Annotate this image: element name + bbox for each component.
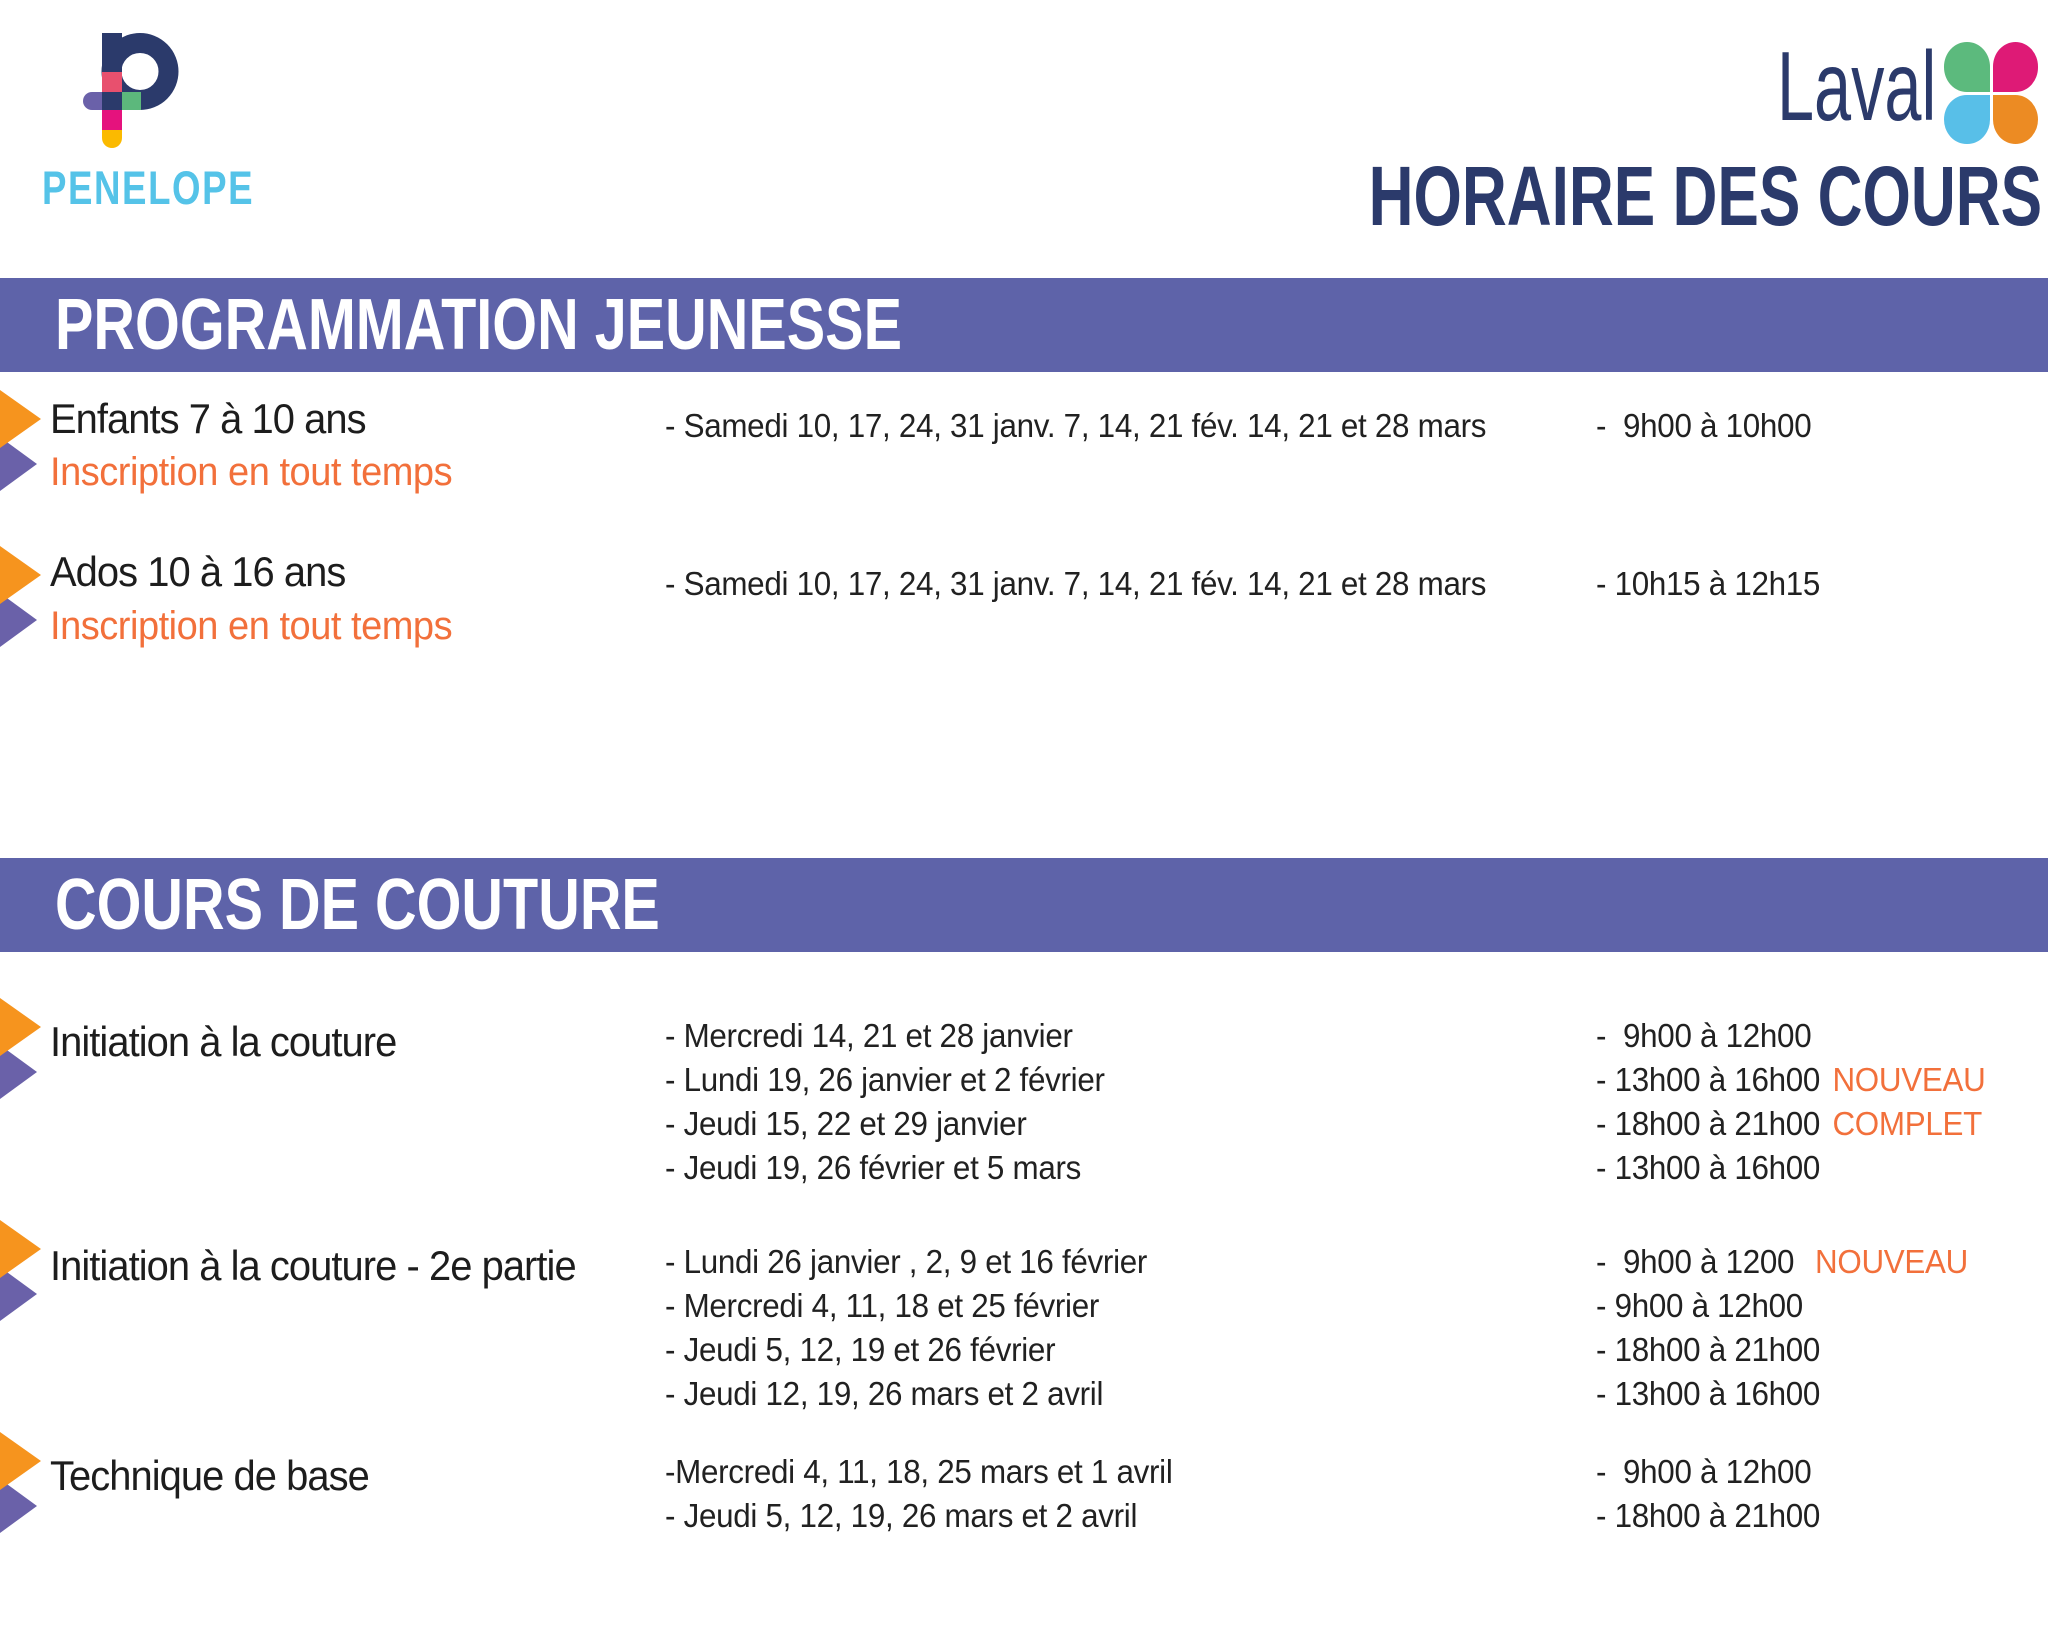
time-line: - 18h00 à 21h00 bbox=[1596, 1328, 1968, 1372]
time-text: - 9h00 à 12h00 bbox=[1596, 1287, 1803, 1324]
dates-column: - Lundi 26 janvier , 2, 9 et 16 février … bbox=[665, 1240, 1172, 1416]
status-tag: NOUVEAU bbox=[1832, 1061, 1986, 1098]
date-line: - Samedi 10, 17, 24, 31 janv. 7, 14, 21 … bbox=[665, 407, 1487, 444]
bullet-arrow bbox=[0, 546, 42, 650]
time-text: - 13h00 à 16h00 bbox=[1596, 1375, 1821, 1412]
section-header-jeunesse: PROGRAMMATION JEUNESSE bbox=[0, 278, 2048, 372]
times-column: - 9h00 à 12h00 - 13h00 à 16h00 NOUVEAU - … bbox=[1596, 1014, 2006, 1190]
time-line: - 18h00 à 21h00 bbox=[1596, 1494, 1832, 1538]
status-tag: NOUVEAU bbox=[1814, 1243, 1969, 1280]
time-line: - 18h00 à 21h00 COMPLET bbox=[1596, 1102, 1986, 1146]
page-title: HORAIRE DES COURS bbox=[1368, 149, 2042, 243]
course-title: Initiation à la couture - 2e partie bbox=[50, 1242, 577, 1289]
bullet-arrow bbox=[0, 998, 42, 1102]
course-title: Technique de base bbox=[50, 1452, 370, 1499]
course-title: Enfants 7 à 10 ans bbox=[50, 395, 367, 442]
penelope-logo bbox=[83, 33, 179, 148]
course-subtitle: Inscription en tout temps bbox=[50, 604, 453, 648]
time-line: - 13h00 à 16h00 bbox=[1596, 1146, 1986, 1190]
date-line: - Samedi 10, 17, 24, 31 janv. 7, 14, 21 … bbox=[665, 565, 1487, 602]
petal-blue-icon bbox=[1944, 94, 1990, 144]
date-line: -Mercredi 4, 11, 18, 25 mars et 1 avril bbox=[665, 1453, 1173, 1490]
arrow-orange-icon bbox=[0, 1432, 41, 1490]
section-header-label: COURS DE COUTURE bbox=[55, 865, 660, 945]
date-line: - Lundi 26 janvier , 2, 9 et 16 février bbox=[665, 1243, 1148, 1280]
time-text: - 18h00 à 21h00 bbox=[1596, 1497, 1821, 1534]
dates-column: - Mercredi 14, 21 et 28 janvier - Lundi … bbox=[665, 1014, 1128, 1190]
time-text: - 18h00 à 21h00 bbox=[1596, 1331, 1821, 1368]
arrow-orange-icon bbox=[0, 998, 41, 1056]
times-column: - 9h00 à 10h00 bbox=[1596, 404, 1836, 448]
times-column: - 9h00 à 12h00 - 18h00 à 21h00 bbox=[1596, 1450, 1845, 1538]
date-line: - Lundi 19, 26 janvier et 2 février bbox=[665, 1061, 1105, 1098]
times-column: - 10h15 à 12h15 bbox=[1596, 562, 1845, 606]
petal-green-icon bbox=[1944, 42, 1990, 92]
section-header-label: PROGRAMMATION JEUNESSE bbox=[55, 285, 903, 365]
time-line: - 9h00 à 1200 NOUVEAU bbox=[1596, 1240, 1968, 1284]
date-line: - Jeudi 12, 19, 26 mars et 2 avril bbox=[665, 1375, 1104, 1412]
time-text: - 13h00 à 16h00 bbox=[1596, 1149, 1821, 1186]
date-line: - Jeudi 5, 12, 19 et 26 février bbox=[665, 1331, 1056, 1368]
time-line: - 13h00 à 16h00 bbox=[1596, 1372, 1968, 1416]
time-line: - 9h00 à 10h00 bbox=[1596, 404, 1824, 448]
laval-wordmark: Laval bbox=[1776, 31, 1936, 141]
dates-column: -Mercredi 4, 11, 18, 25 mars et 1 avril … bbox=[665, 1450, 1199, 1538]
date-line: - Mercredi 14, 21 et 28 janvier bbox=[665, 1017, 1073, 1054]
bullet-arrow bbox=[0, 1432, 42, 1536]
course-title: Initiation à la couture bbox=[50, 1018, 397, 1065]
time-text: - 13h00 à 16h00 bbox=[1596, 1061, 1821, 1098]
time-line: - 9h00 à 12h00 bbox=[1596, 1284, 1968, 1328]
penelope-wordmark: PENELOPE bbox=[42, 161, 255, 214]
status-tag: COMPLET bbox=[1832, 1105, 1982, 1142]
bullet-arrow bbox=[0, 390, 42, 494]
dates-column: - Samedi 10, 17, 24, 31 janv. 7, 14, 21 … bbox=[665, 404, 1529, 448]
date-line: - Jeudi 15, 22 et 29 janvier bbox=[665, 1105, 1027, 1142]
time-text: - 18h00 à 21h00 bbox=[1596, 1105, 1821, 1142]
time-text: - 9h00 à 1200 bbox=[1596, 1243, 1803, 1280]
arrow-orange-icon bbox=[0, 390, 41, 448]
times-column: - 9h00 à 1200 NOUVEAU - 9h00 à 12h00 - 1… bbox=[1596, 1240, 1988, 1416]
time-line: - 10h15 à 12h15 bbox=[1596, 562, 1832, 606]
arrow-orange-icon bbox=[0, 1220, 41, 1278]
petal-orange-icon bbox=[1992, 94, 2038, 144]
time-line: - 9h00 à 12h00 bbox=[1596, 1014, 1986, 1058]
section-header-couture: COURS DE COUTURE bbox=[0, 858, 2048, 952]
petal-magenta-icon bbox=[1992, 42, 2038, 92]
dates-column: - Samedi 10, 17, 24, 31 janv. 7, 14, 21 … bbox=[665, 562, 1529, 606]
time-line: - 13h00 à 16h00 NOUVEAU bbox=[1596, 1058, 1986, 1102]
course-title: Ados 10 à 16 ans bbox=[50, 548, 346, 595]
time-text: - 9h00 à 10h00 bbox=[1596, 407, 1812, 444]
date-line: - Jeudi 5, 12, 19, 26 mars et 2 avril bbox=[665, 1497, 1138, 1534]
bullet-arrow bbox=[0, 1220, 42, 1324]
time-text: - 9h00 à 12h00 bbox=[1596, 1017, 1812, 1054]
laval-flower-icon bbox=[1944, 42, 2038, 144]
course-subtitle: Inscription en tout temps bbox=[50, 450, 453, 494]
arrow-orange-icon bbox=[0, 546, 41, 604]
time-text: - 9h00 à 12h00 bbox=[1596, 1453, 1812, 1490]
date-line: - Mercredi 4, 11, 18 et 25 février bbox=[665, 1287, 1100, 1324]
time-text: - 10h15 à 12h15 bbox=[1596, 565, 1821, 602]
date-line: - Jeudi 19, 26 février et 5 mars bbox=[665, 1149, 1082, 1186]
time-line: - 9h00 à 12h00 bbox=[1596, 1450, 1832, 1494]
